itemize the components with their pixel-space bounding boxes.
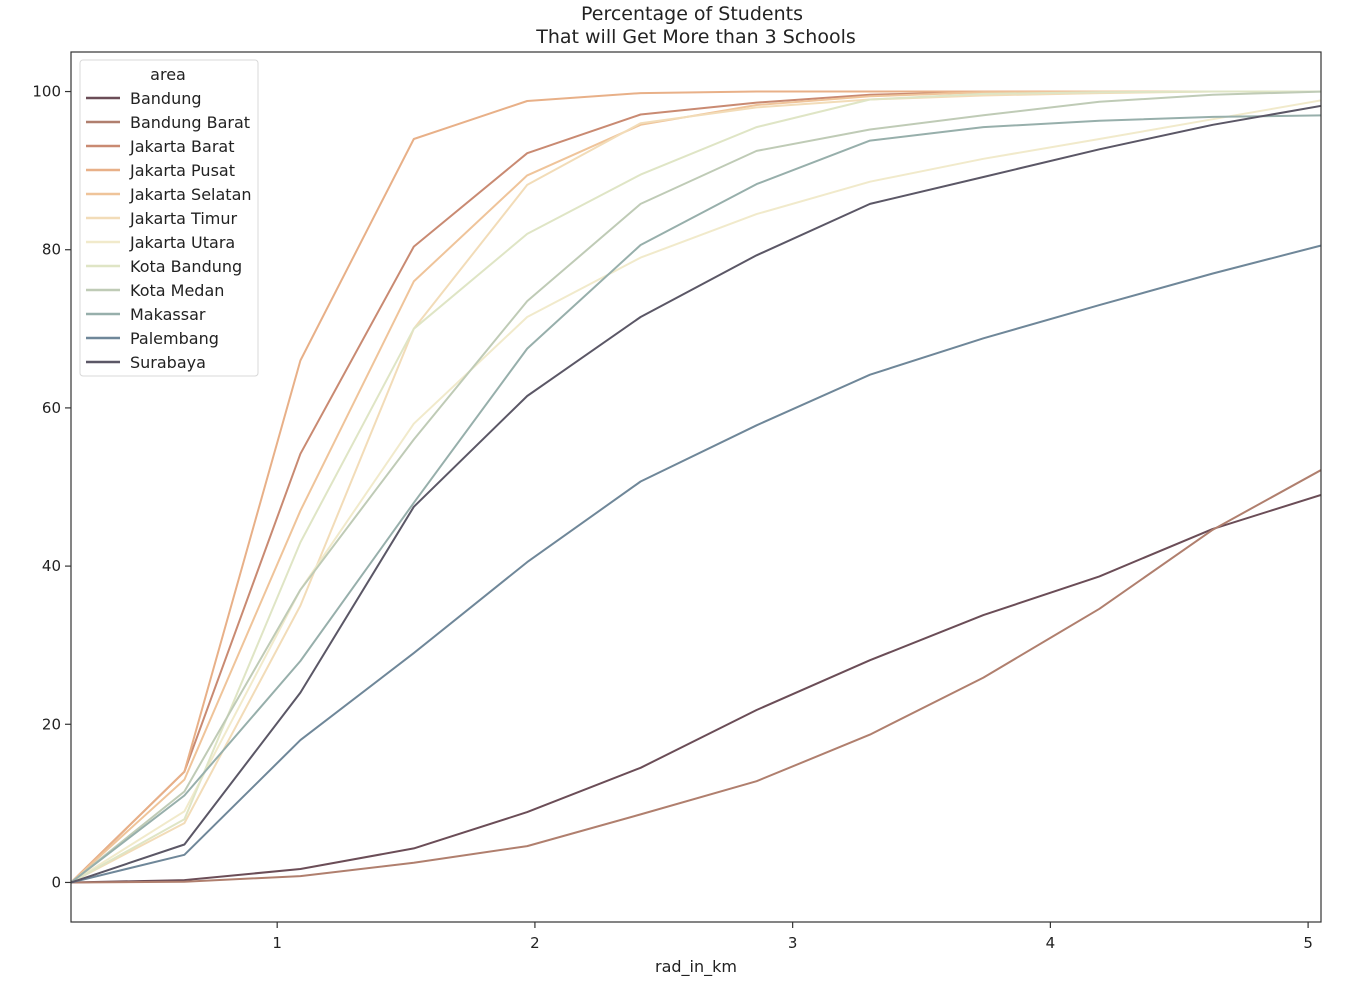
legend-label-6: Jakarta Utara: [129, 233, 235, 252]
chart-subtitle: That will Get More than 3 Schools: [535, 26, 856, 48]
x-tick-label-4: 5: [1303, 934, 1313, 952]
legend-item: Bandung: [86, 89, 202, 108]
legend-item: Jakarta Timur: [86, 209, 238, 228]
legend-label-4: Jakarta Selatan: [129, 185, 252, 204]
series-line-0: [71, 493, 1321, 884]
x-tick-label-1: 2: [530, 934, 540, 952]
legend-label-5: Jakarta Timur: [129, 209, 238, 228]
legend-item: Kota Medan: [86, 281, 224, 300]
series-line-1: [71, 468, 1321, 884]
y-tick-label-3: 60: [42, 399, 61, 417]
legend-item: Jakarta Pusat: [86, 161, 235, 180]
legend-label-8: Kota Medan: [130, 281, 224, 300]
axis-ticks: 1 2 3 4 5 0 20 40 60 80 100: [32, 83, 1313, 952]
x-axis-label: rad_in_km: [655, 957, 737, 977]
legend-label-7: Kota Bandung: [130, 257, 242, 276]
legend-item: Kota Bandung: [86, 257, 242, 276]
legend-label-9: Makassar: [130, 305, 206, 324]
series-line-10: [71, 244, 1321, 884]
x-tick-label-0: 1: [272, 934, 282, 952]
legend-label-11: Surabaya: [130, 353, 206, 372]
series-line-9: [71, 114, 1321, 884]
plot-frame: [70, 51, 1322, 923]
legend-item: Jakarta Selatan: [86, 185, 252, 204]
legend-item: Makassar: [86, 305, 206, 324]
chart-title: Percentage of Students: [581, 3, 803, 25]
y-tick-label-1: 20: [42, 715, 61, 733]
legend-item: Palembang: [86, 329, 219, 348]
legend-label-1: Bandung Barat: [130, 113, 250, 132]
legend-item: Bandung Barat: [86, 113, 250, 132]
y-tick-label-2: 40: [42, 557, 61, 575]
legend-label-3: Jakarta Pusat: [129, 161, 235, 180]
legend-box: [79, 59, 259, 377]
x-tick-label-2: 3: [788, 934, 798, 952]
series-line-2: [71, 90, 1321, 884]
y-tick-label-4: 80: [42, 241, 61, 259]
y-tick-label-0: 0: [51, 873, 61, 891]
series-line-4: [71, 90, 1321, 884]
legend-item: Surabaya: [86, 353, 206, 372]
series-line-3: [71, 90, 1321, 884]
legend-label-0: Bandung: [130, 89, 202, 108]
legend-label-10: Palembang: [130, 329, 219, 348]
series-line-11: [71, 104, 1321, 884]
legend-items: Bandung Bandung Barat Jakarta Barat Jakarta…: [86, 89, 252, 372]
y-tick-label-5: 100: [32, 83, 61, 101]
x-tick-label-3: 4: [1046, 934, 1056, 952]
legend-item: Jakarta Barat: [86, 137, 235, 156]
legend-item: Jakarta Utara: [86, 233, 235, 252]
series-line-8: [71, 90, 1321, 884]
legend: area Bandung Bandung Barat Jakarta Barat Ja…: [79, 59, 259, 377]
legend-label-2: Jakarta Barat: [129, 137, 235, 156]
series-lines: [71, 90, 1321, 884]
series-line-7: [71, 90, 1321, 884]
legend-title: area: [150, 65, 186, 84]
series-line-6: [71, 99, 1321, 884]
series-line-5: [71, 90, 1321, 884]
